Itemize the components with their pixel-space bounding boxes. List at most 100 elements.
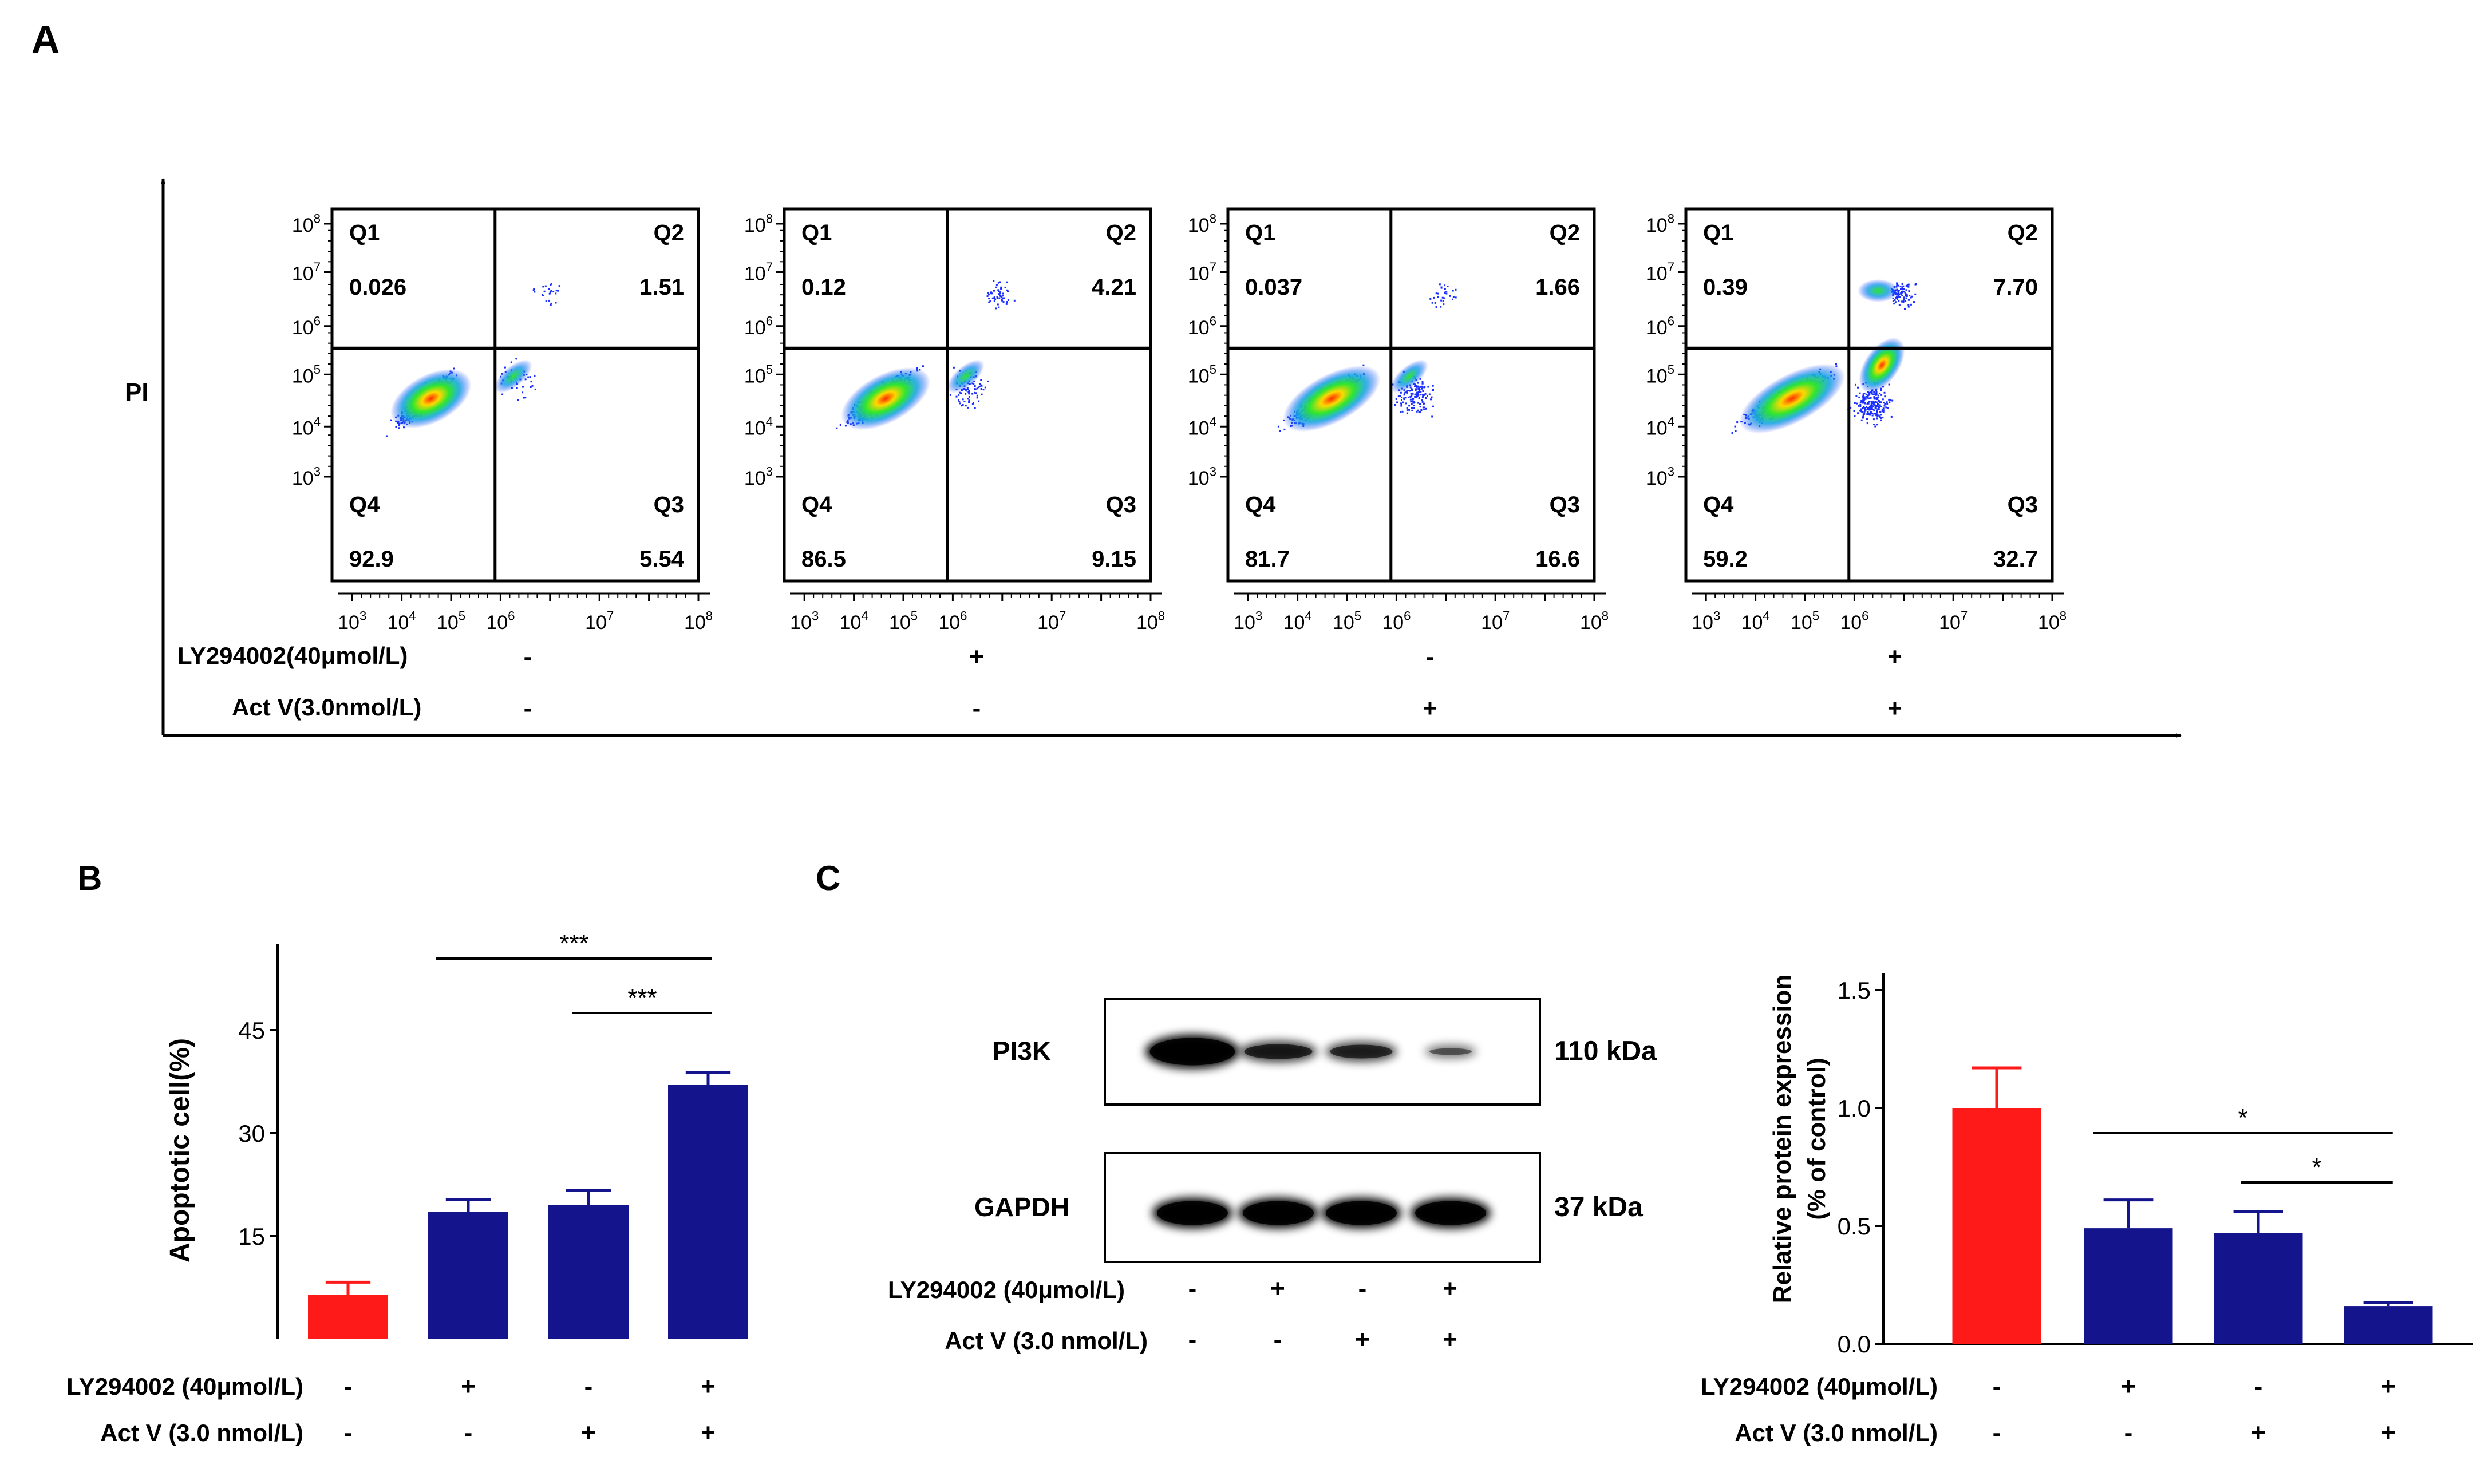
- act-sign: -: [464, 1419, 473, 1447]
- flow-event: [1868, 391, 1870, 394]
- blot-ly-sign: +: [1443, 1275, 1457, 1303]
- quadrant-q1-label: Q1: [349, 220, 380, 246]
- flow-event: [1863, 398, 1866, 401]
- flow-event: [1865, 393, 1867, 395]
- x-tick-label: 105: [1333, 609, 1361, 634]
- flow-event: [1736, 421, 1739, 424]
- flow-event: [1277, 425, 1279, 428]
- blot-band-core: [1326, 1201, 1397, 1225]
- flow-event: [1883, 402, 1885, 404]
- bar: [2344, 1306, 2433, 1344]
- flow-event: [962, 398, 964, 401]
- flow-event: [1455, 296, 1457, 299]
- panel-a-ly-sign: -: [524, 643, 532, 671]
- flow-event: [1421, 386, 1424, 388]
- flow-event: [1406, 407, 1408, 409]
- flow-event: [1882, 411, 1885, 413]
- flow-event: [1901, 291, 1903, 294]
- blot-act-sign: +: [1355, 1325, 1370, 1354]
- flow-event: [1855, 395, 1858, 397]
- flow-event: [1403, 398, 1405, 401]
- flow-event: [1405, 390, 1408, 393]
- flow-event: [1871, 393, 1874, 395]
- flow-event: [1880, 405, 1882, 407]
- flow-density-q3: [1390, 359, 1428, 393]
- flow-event: [1895, 296, 1897, 299]
- flow-event: [1875, 394, 1877, 395]
- flow-event: [1411, 403, 1413, 405]
- flow-event: [997, 289, 999, 291]
- y-tick-label: 104: [1646, 414, 1674, 439]
- x-tick-label: 105: [1791, 609, 1819, 634]
- flow-event: [1001, 299, 1004, 302]
- flow-event: [1873, 413, 1875, 415]
- flow-event: [1872, 409, 1874, 411]
- flow-event: [1874, 393, 1876, 395]
- flow-event: [1882, 409, 1885, 411]
- flow-event: [1882, 410, 1884, 412]
- flow-event: [1877, 408, 1879, 410]
- flow-event: [550, 284, 552, 286]
- quadrant-q3-label: Q3: [654, 492, 684, 517]
- flow-event: [1444, 292, 1446, 294]
- flow-event: [1870, 407, 1872, 410]
- flow-event: [974, 385, 976, 387]
- flow-event: [1013, 299, 1016, 302]
- panel-a-act-sign: +: [1887, 694, 1902, 722]
- ly-sign: -: [584, 1372, 593, 1400]
- flow-event: [962, 404, 964, 406]
- blot-band-core: [1149, 1038, 1235, 1066]
- flow-event: [1882, 398, 1884, 401]
- flow-event: [1867, 411, 1869, 413]
- flow-event: [1866, 418, 1867, 420]
- flow-event: [1905, 297, 1907, 299]
- flow-event: [1868, 413, 1871, 415]
- flow-event: [1400, 402, 1402, 405]
- flow-event: [1867, 397, 1869, 399]
- quadrant-q1-value: 0.026: [349, 275, 406, 300]
- quadrant-q3-label: Q3: [1106, 492, 1136, 517]
- flow-event: [1419, 403, 1421, 405]
- flow-event: [1421, 399, 1423, 401]
- quadrant-q4-label: Q4: [1245, 492, 1276, 517]
- flow-event: [1910, 303, 1912, 306]
- quadrant-q1-label: Q1: [801, 220, 832, 246]
- flow-event: [1418, 390, 1420, 392]
- y-tick-label: 107: [1646, 260, 1674, 284]
- flow-event: [1876, 411, 1878, 414]
- flow-event: [1887, 407, 1889, 409]
- panel-b-y-axis-label: Apoptotic cell(%): [165, 1038, 195, 1263]
- act-sign: -: [344, 1419, 353, 1447]
- flow-event: [1396, 401, 1398, 403]
- x-tick-label: 105: [889, 609, 918, 634]
- y-tick-label: 104: [744, 414, 773, 439]
- flow-event: [1899, 296, 1901, 298]
- blot-ly-sign: -: [1358, 1275, 1367, 1303]
- x-tick-label: 106: [938, 609, 967, 634]
- panel-c-y-axis-label-line1: Relative protein expression: [1768, 975, 1796, 1304]
- blot-ly-row-label: LY294002 (40μmol/L): [888, 1276, 1125, 1303]
- flow-event: [534, 388, 536, 390]
- panel-a-ly-label: LY294002(40μmol/L): [177, 642, 408, 669]
- flow-event: [1905, 289, 1907, 291]
- x-tick-label: 107: [1481, 609, 1510, 634]
- flow-event: [1417, 391, 1419, 394]
- ly-row-label: LY294002 (40μmol/L): [66, 1373, 303, 1400]
- flow-event: [1408, 409, 1410, 411]
- flow-event: [1873, 396, 1875, 398]
- flow-event: [1882, 407, 1885, 410]
- flow-event: [1455, 288, 1457, 291]
- bar: [308, 1295, 388, 1339]
- flow-event: [1401, 399, 1402, 401]
- panel-c-y-axis-label-line2: (% of control): [1803, 1058, 1831, 1220]
- flow-event: [1419, 406, 1421, 408]
- flow-event: [552, 291, 555, 293]
- flow-event: [1442, 300, 1444, 302]
- y-tick-label: 108: [1646, 212, 1674, 236]
- flow-event: [453, 367, 455, 370]
- flow-event: [1861, 411, 1863, 413]
- act-sign: -: [1993, 1419, 2001, 1447]
- flow-event: [984, 386, 986, 389]
- flow-event: [542, 294, 544, 296]
